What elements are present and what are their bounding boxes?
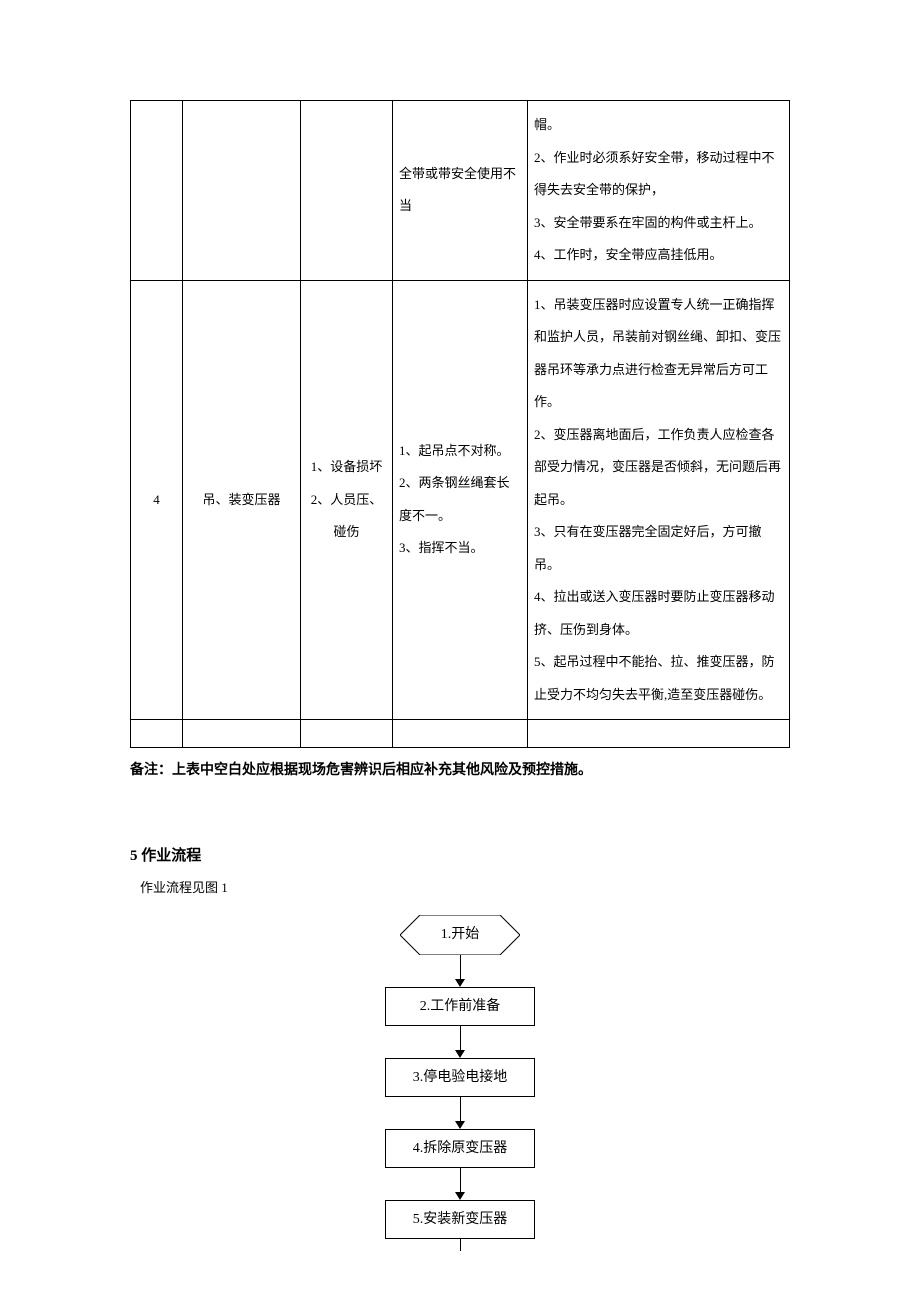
flow-step-node: 2.工作前准备 — [385, 987, 535, 1026]
flow-step-label: 4.拆除原变压器 — [413, 1141, 508, 1156]
flow-step-label: 1.开始 — [441, 922, 480, 947]
table-row: 全带或带安全使用不当 帽。2、作业时必须系好安全带，移动过程中不得失去安全带的保… — [131, 101, 790, 281]
cell — [528, 720, 790, 748]
cell-risk — [301, 101, 393, 281]
cell — [301, 720, 393, 748]
flow-arrow — [455, 1168, 465, 1200]
table-row: 4 吊、装变压器 1、设备损坏2、人员压、碰伤 1、起吊点不对称。2、两条钢丝绳… — [131, 280, 790, 720]
flowchart: 1.开始 2.工作前准备 3.停电验电接地 4.拆除原变压器 5.安装新变压器 — [130, 915, 790, 1252]
flow-step-node: 5.安装新变压器 — [385, 1200, 535, 1239]
cell-cause: 全带或带安全使用不当 — [393, 101, 528, 281]
cell-measure: 1、吊装变压器时应设置专人统一正确指挥和监护人员，吊装前对钢丝绳、卸扣、变压器吊… — [528, 280, 790, 720]
section-subtitle: 作业流程见图 1 — [140, 876, 790, 899]
cell-seq — [131, 101, 183, 281]
cell-measure: 帽。2、作业时必须系好安全带，移动过程中不得失去安全带的保护，3、安全带要系在牢… — [528, 101, 790, 281]
flow-arrow — [455, 1026, 465, 1058]
cell — [393, 720, 528, 748]
section-title: 5 作业流程 — [130, 843, 790, 870]
cell — [131, 720, 183, 748]
flow-step-label: 5.安装新变压器 — [413, 1212, 508, 1227]
flow-step-label: 3.停电验电接地 — [413, 1070, 508, 1085]
cell-task — [183, 101, 301, 281]
cell-risk: 1、设备损坏2、人员压、碰伤 — [301, 280, 393, 720]
cell — [183, 720, 301, 748]
flow-arrow — [455, 1097, 465, 1129]
cell-task: 吊、装变压器 — [183, 280, 301, 720]
flow-step-node: 4.拆除原变压器 — [385, 1129, 535, 1168]
risk-table: 全带或带安全使用不当 帽。2、作业时必须系好安全带，移动过程中不得失去安全带的保… — [130, 100, 790, 748]
flow-step-node: 3.停电验电接地 — [385, 1058, 535, 1097]
cell-cause: 1、起吊点不对称。2、两条钢丝绳套长度不一。3、指挥不当。 — [393, 280, 528, 720]
flow-start-node: 1.开始 — [400, 915, 520, 955]
flow-arrow-stub — [460, 1239, 461, 1251]
flow-step-label: 2.工作前准备 — [420, 999, 501, 1014]
table-row-empty — [131, 720, 790, 748]
cell-seq: 4 — [131, 280, 183, 720]
flow-arrow — [455, 955, 465, 987]
table-note: 备注：上表中空白处应根据现场危害辨识后相应补充其他风险及预控措施。 — [130, 758, 790, 783]
